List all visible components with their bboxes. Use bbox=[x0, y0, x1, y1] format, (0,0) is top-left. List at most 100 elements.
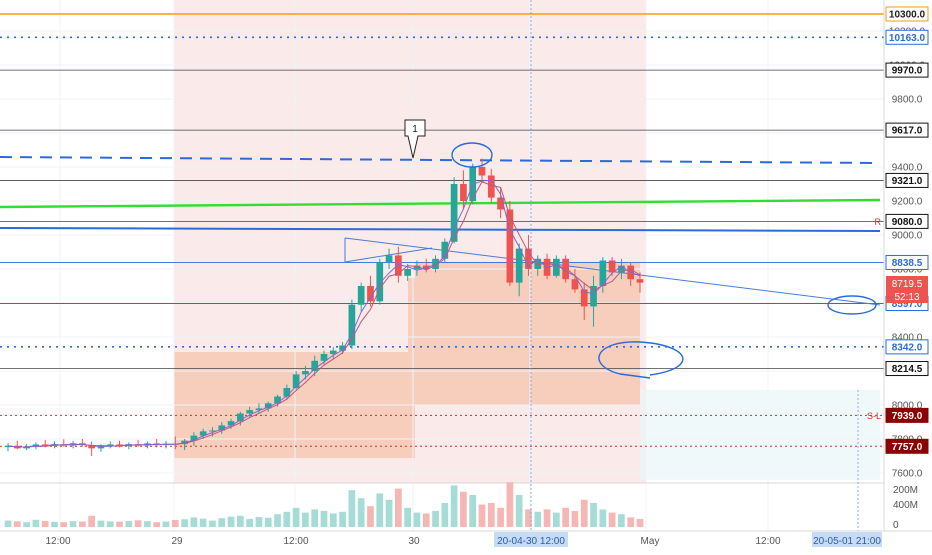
candle-body bbox=[106, 444, 114, 446]
volume-bar bbox=[60, 522, 68, 527]
price-level-label: 9617.0 bbox=[892, 126, 923, 137]
volume-bar bbox=[534, 511, 542, 527]
volume-bar bbox=[608, 512, 616, 527]
price-level-label: 10163.0 bbox=[889, 33, 926, 44]
price-level-label: 9080.0 bbox=[892, 217, 923, 228]
volume-bar bbox=[506, 482, 514, 527]
price-tick-label: 9200.0 bbox=[892, 197, 923, 208]
volume-bar bbox=[13, 521, 21, 527]
candle-body bbox=[367, 286, 374, 302]
volume-bar bbox=[450, 485, 458, 527]
blue-trendline[interactable] bbox=[0, 227, 881, 232]
volume-bar bbox=[41, 520, 49, 527]
candle-body bbox=[487, 175, 495, 198]
price-level-label: 7939.0 bbox=[892, 411, 923, 422]
price-level-label: 7757.0 bbox=[892, 442, 923, 453]
price-level-label-box bbox=[885, 122, 929, 138]
price-level-label-box bbox=[885, 29, 929, 45]
price-tick-label: 9400.0 bbox=[892, 163, 923, 174]
candle-body bbox=[329, 350, 337, 354]
candle-body bbox=[320, 354, 328, 361]
dashed-blue-trendline[interactable] bbox=[0, 156, 881, 164]
price-level-label-box bbox=[885, 6, 929, 22]
highlight-ellipse-right[interactable] bbox=[827, 295, 877, 315]
time-tick-label: 12:00 bbox=[755, 536, 780, 547]
price-level-label-box bbox=[885, 254, 929, 270]
candle-body bbox=[190, 435, 198, 441]
price-level-label-box bbox=[885, 339, 929, 355]
time-axis-ticks: 12:00 29 12:00 30 May 12:00 20-04-30 12:00 20-0… bbox=[45, 532, 882, 547]
volume-bar bbox=[320, 511, 328, 527]
candle-body bbox=[255, 408, 263, 411]
volume-bar bbox=[116, 521, 123, 527]
volume-bar bbox=[348, 490, 356, 527]
candle-body bbox=[199, 431, 207, 436]
annotation-text: 1 bbox=[412, 124, 418, 135]
volume-bar bbox=[69, 521, 77, 527]
volume-bar bbox=[627, 517, 635, 527]
volume-tick-label: 0 bbox=[893, 520, 899, 531]
volume-bar bbox=[562, 507, 569, 527]
volume-bar bbox=[227, 516, 235, 527]
price-level-label: 9321.0 bbox=[892, 176, 923, 187]
price-level-label: 8838.5 bbox=[892, 258, 923, 269]
current-price-marker: 8719.5 52:13 bbox=[886, 276, 928, 303]
candle-body bbox=[376, 262, 384, 302]
price-level-label-box bbox=[885, 407, 929, 423]
volume-bar bbox=[162, 521, 170, 527]
price-tick-label: 7600.0 bbox=[892, 469, 923, 480]
crosshair-time-label: 20-05-01 21:00 bbox=[813, 536, 881, 547]
green-trendline[interactable] bbox=[0, 198, 881, 209]
price-level-label: 8214.5 bbox=[892, 364, 923, 375]
candle-body bbox=[302, 371, 309, 375]
time-tick-label: 12:00 bbox=[283, 536, 308, 547]
price-level-label: 8597.0 bbox=[892, 299, 923, 310]
candle-body bbox=[32, 444, 40, 447]
volume-bar bbox=[543, 509, 551, 527]
candle-body bbox=[618, 265, 625, 273]
annotation-callout[interactable]: 1 bbox=[404, 119, 426, 159]
volume-bar bbox=[553, 512, 560, 527]
candle-body bbox=[590, 286, 597, 307]
time-tick-label: 29 bbox=[171, 536, 183, 547]
value-area bbox=[174, 262, 640, 483]
volume-bar bbox=[255, 517, 263, 527]
highlight-ellipse-top[interactable] bbox=[451, 142, 493, 168]
volume-bar bbox=[302, 512, 309, 527]
price-tick-label: 8400.0 bbox=[892, 333, 923, 344]
price-tick-label: 9800.0 bbox=[892, 95, 923, 106]
candle-body bbox=[636, 279, 644, 283]
triangle-base[interactable] bbox=[344, 247, 433, 263]
volume-bar bbox=[441, 503, 449, 527]
volume-bar bbox=[79, 521, 86, 527]
price-level-label-box bbox=[885, 172, 929, 188]
volume-bar bbox=[190, 517, 198, 527]
highlight-ellipse-bottom[interactable] bbox=[598, 341, 684, 379]
price-level-marker: S-L bbox=[867, 411, 881, 421]
volume-bar bbox=[422, 513, 430, 527]
price-tick-label: 8800.0 bbox=[892, 265, 923, 276]
candle-body bbox=[506, 209, 514, 283]
candle-body bbox=[209, 430, 216, 432]
price-tick-label: 8000.0 bbox=[892, 401, 923, 412]
volume-bar bbox=[497, 507, 504, 527]
time-axis[interactable] bbox=[0, 531, 932, 550]
volume-bar bbox=[125, 520, 133, 527]
volume-bar bbox=[97, 520, 105, 527]
candle-body bbox=[218, 425, 226, 431]
candle-body bbox=[264, 403, 272, 409]
candle-body bbox=[422, 265, 430, 269]
volume-bar bbox=[209, 520, 216, 527]
candle-body bbox=[515, 248, 523, 283]
time-tick-label: 30 bbox=[408, 536, 420, 547]
moving-average-line-2 bbox=[7, 179, 641, 448]
price-levels bbox=[0, 13, 884, 447]
candle-body bbox=[23, 446, 30, 449]
volume-bar bbox=[144, 521, 151, 527]
candle-body bbox=[553, 258, 560, 276]
volume-bar bbox=[134, 520, 142, 527]
price-level-label-box bbox=[885, 62, 929, 78]
candle-body bbox=[385, 255, 393, 263]
